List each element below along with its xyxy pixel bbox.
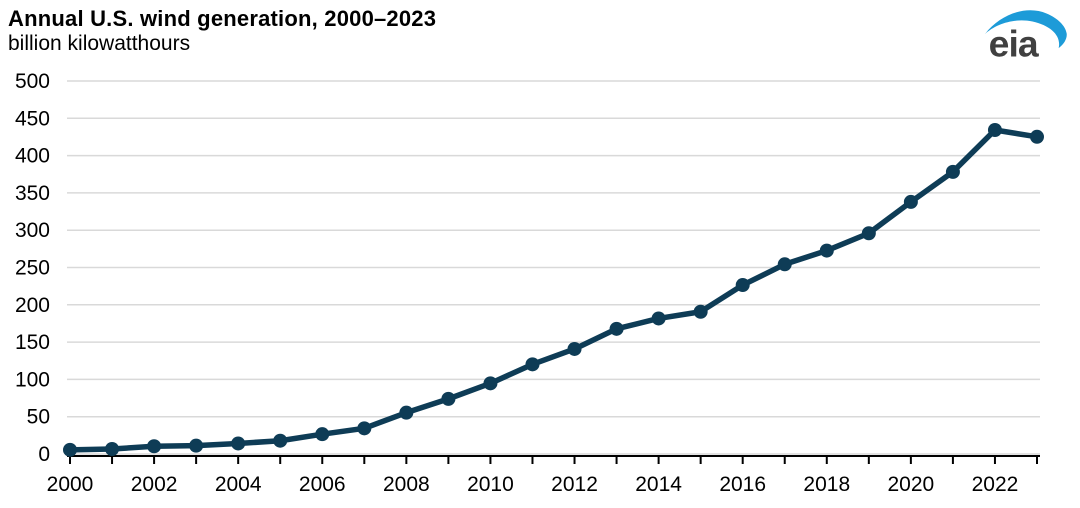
- data-point-2009: [441, 391, 456, 406]
- x-axis-label-2020: 2020: [888, 473, 935, 496]
- x-axis-label-2022: 2022: [972, 473, 1019, 496]
- x-axis-label-2018: 2018: [803, 473, 850, 496]
- data-point-2020: [903, 194, 918, 209]
- chart-subtitle: billion kilowatthours: [8, 32, 191, 55]
- data-point-2000: [63, 442, 77, 457]
- data-point-2003: [189, 438, 204, 453]
- data-point-2007: [357, 421, 372, 436]
- x-axis-label-2014: 2014: [635, 473, 682, 496]
- y-axis-label-0: 0: [38, 443, 50, 466]
- data-point-2010: [483, 376, 498, 391]
- data-point-2011: [525, 357, 540, 372]
- x-axis-label-2000: 2000: [47, 473, 94, 496]
- y-axis-label-350: 350: [15, 182, 50, 205]
- data-point-2013: [609, 321, 624, 336]
- x-axis-label-2012: 2012: [551, 473, 598, 496]
- x-axis-label-2010: 2010: [467, 473, 514, 496]
- data-point-2005: [273, 433, 288, 448]
- data-point-2001: [105, 442, 120, 457]
- eia-logo: eia: [984, 10, 1067, 64]
- data-point-2018: [819, 243, 834, 258]
- y-axis-label-100: 100: [15, 368, 50, 391]
- y-axis-label-200: 200: [15, 294, 50, 317]
- y-axis-label-250: 250: [15, 257, 50, 280]
- data-point-2002: [147, 439, 162, 454]
- data-point-2004: [231, 436, 246, 451]
- data-point-2015: [693, 304, 708, 319]
- y-axis-label-450: 450: [15, 107, 50, 130]
- data-point-2023: [1030, 129, 1044, 144]
- data-point-2021: [945, 164, 960, 179]
- x-axis-label-2004: 2004: [215, 473, 262, 496]
- eia-logo-text: eia: [989, 22, 1039, 64]
- data-point-2017: [777, 257, 792, 272]
- x-axis-label-2008: 2008: [383, 473, 430, 496]
- data-point-2014: [651, 311, 666, 326]
- wind-generation-series-line: [67, 127, 1040, 453]
- y-axis-label-500: 500: [15, 70, 50, 93]
- data-point-2008: [399, 405, 414, 420]
- y-axis-label-50: 50: [27, 406, 50, 429]
- data-point-2016: [735, 278, 750, 293]
- data-point-2022: [987, 123, 1002, 138]
- data-point-2019: [861, 226, 876, 241]
- data-point-2006: [315, 427, 330, 442]
- data-point-2012: [567, 341, 582, 356]
- chart-title: Annual U.S. wind generation, 2000–2023: [8, 6, 437, 31]
- eia-swoosh-icon: [984, 10, 1067, 49]
- y-axis-label-400: 400: [15, 145, 50, 168]
- x-axis-label-2006: 2006: [299, 473, 346, 496]
- y-axis-label-300: 300: [15, 219, 50, 242]
- x-axis-label-2002: 2002: [131, 473, 178, 496]
- y-axis-label-150: 150: [15, 331, 50, 354]
- x-axis-label-2016: 2016: [719, 473, 766, 496]
